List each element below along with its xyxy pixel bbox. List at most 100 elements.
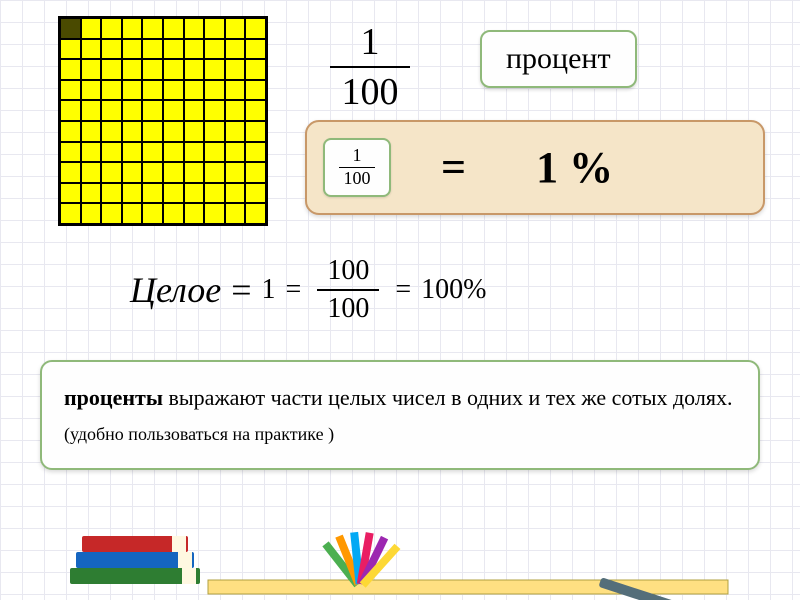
definition-text1: выражают части целых чисел в одних и тех… [163, 385, 732, 410]
grid-cell [245, 59, 266, 80]
grid-cell [142, 121, 163, 142]
grid-cell [225, 121, 246, 142]
grid-cell [225, 162, 246, 183]
grid-cell [60, 162, 81, 183]
grid-cell [60, 18, 81, 39]
whole-fraction: 100 100 [317, 255, 379, 325]
grid-cell [184, 39, 205, 60]
grid-cell [142, 18, 163, 39]
grid-cell [184, 100, 205, 121]
grid-cell [204, 142, 225, 163]
grid-cell [204, 39, 225, 60]
grid-cell [81, 39, 102, 60]
grid-cell [60, 203, 81, 224]
grid-cell [60, 100, 81, 121]
whole-one: 1 [262, 274, 276, 306]
grid-cell [60, 59, 81, 80]
grid-cell [142, 100, 163, 121]
fraction-denominator: 100 [330, 70, 410, 114]
grid-cell [204, 162, 225, 183]
grid-cell [163, 203, 184, 224]
grid-cell [163, 18, 184, 39]
grid-cell [60, 121, 81, 142]
one-percent-result: 1 % [536, 142, 613, 193]
grid-cell [204, 183, 225, 204]
grid-cell [225, 142, 246, 163]
grid-cell [225, 203, 246, 224]
grid-cell [184, 203, 205, 224]
grid-cell [101, 18, 122, 39]
grid-cell [81, 80, 102, 101]
grid-cell [101, 39, 122, 60]
grid-cell [81, 183, 102, 204]
grid-cell [81, 142, 102, 163]
grid-cell [101, 162, 122, 183]
grid-cell [122, 203, 143, 224]
grid-cell [142, 162, 163, 183]
grid-cell [122, 59, 143, 80]
grid-cell [122, 18, 143, 39]
grid-cell [122, 100, 143, 121]
fraction-bar [330, 66, 410, 68]
grid-cell [122, 80, 143, 101]
grid-cell [122, 183, 143, 204]
grid-cell [142, 203, 163, 224]
grid-cell [245, 100, 266, 121]
grid-cell [142, 80, 163, 101]
equals-sign: = [441, 142, 466, 193]
grid-cell [225, 59, 246, 80]
grid-cell [60, 142, 81, 163]
grid-cell [142, 183, 163, 204]
grid-cell [163, 142, 184, 163]
grid-cell [245, 183, 266, 204]
grid-cell [101, 142, 122, 163]
grid-cell [122, 142, 143, 163]
grid-cell [245, 203, 266, 224]
hundred-grid [58, 16, 268, 226]
grid-cell [101, 203, 122, 224]
grid-cell [245, 80, 266, 101]
grid-cell [163, 121, 184, 142]
grid-cell [122, 121, 143, 142]
grid-cell [184, 142, 205, 163]
grid-cell [81, 162, 102, 183]
whole-frac-bar [317, 289, 379, 291]
grid-cell [204, 59, 225, 80]
grid-cell [184, 18, 205, 39]
grid-cell [101, 80, 122, 101]
whole-label: Целое [130, 269, 221, 311]
grid-cell [122, 39, 143, 60]
grid-cell [101, 183, 122, 204]
percent-label-box: процент [480, 30, 637, 88]
grid-cell [142, 59, 163, 80]
grid-cell [163, 162, 184, 183]
eq3: = [395, 274, 411, 306]
grid-cell [101, 100, 122, 121]
grid-cell [245, 18, 266, 39]
grid-cell [184, 59, 205, 80]
eq1: = [231, 269, 251, 311]
grid-cell [60, 39, 81, 60]
grid-cell [204, 18, 225, 39]
whole-percent: 100% [421, 274, 486, 306]
grid-cell [163, 39, 184, 60]
definition-box: проценты выражают части целых чисел в од… [40, 360, 760, 470]
grid-cell [225, 39, 246, 60]
grid-cell [245, 39, 266, 60]
grid-cell [225, 183, 246, 204]
small-fraction-den: 100 [339, 169, 375, 189]
eq2: = [286, 274, 302, 306]
whole-equation: Целое = 1 = 100 100 = 100% [130, 255, 486, 325]
percent-label: процент [506, 42, 611, 75]
grid-cell [81, 100, 102, 121]
grid-cell [204, 80, 225, 101]
grid-cell [184, 121, 205, 142]
grid-cell [122, 162, 143, 183]
grid-cell [163, 100, 184, 121]
small-fraction-num: 1 [339, 146, 375, 166]
equation-box: 1 100 = 1 % [305, 120, 765, 215]
grid-cell [225, 18, 246, 39]
grid-cell [204, 100, 225, 121]
grid-cell [142, 142, 163, 163]
whole-frac-den: 100 [327, 293, 369, 325]
